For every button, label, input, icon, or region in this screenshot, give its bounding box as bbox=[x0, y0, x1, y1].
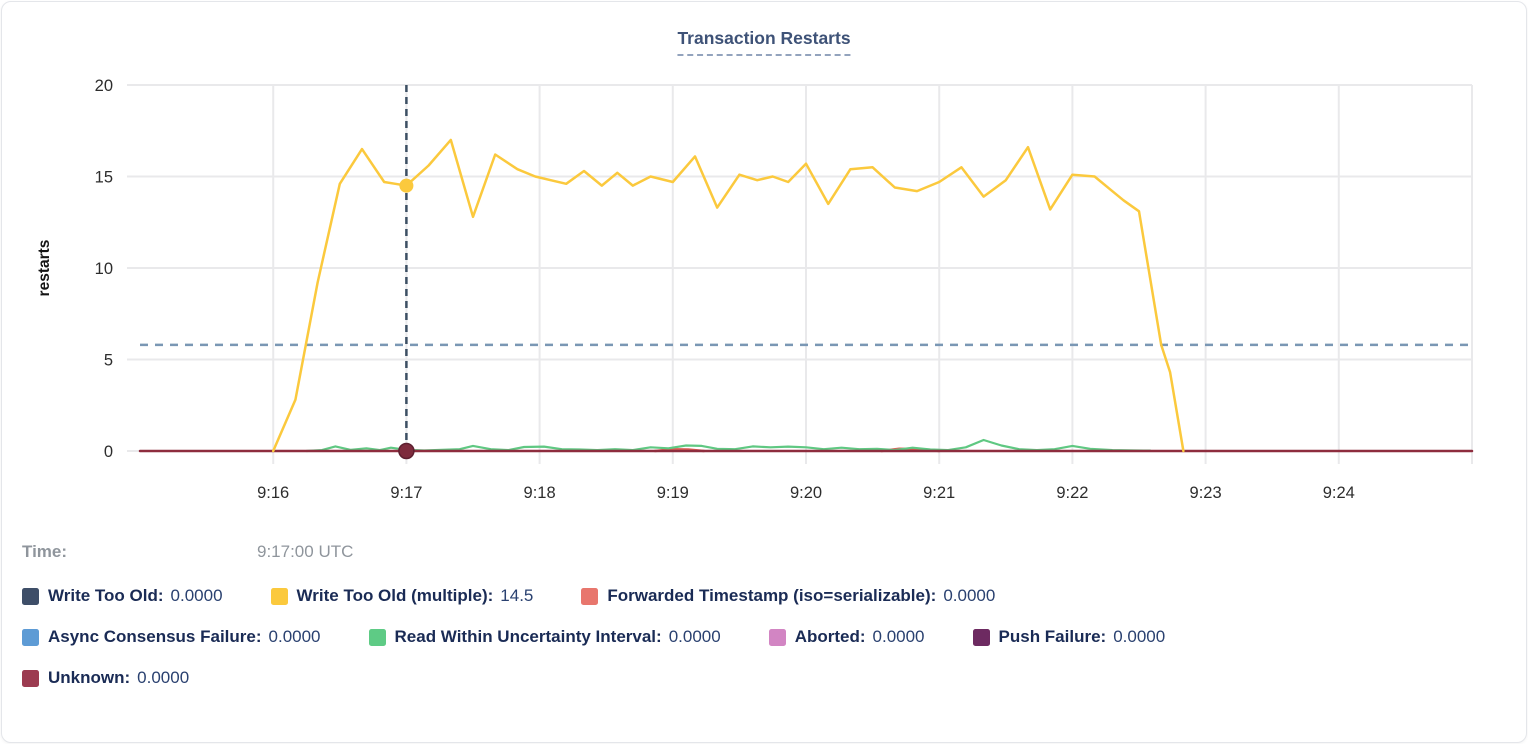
tooltip-time-row: Time: 9:17:00 UTC bbox=[22, 542, 353, 562]
legend-label: Async Consensus Failure: bbox=[48, 627, 262, 646]
y-tick-label: 0 bbox=[104, 443, 113, 461]
legend-swatch bbox=[581, 587, 599, 605]
chart-title[interactable]: Transaction Restarts bbox=[677, 28, 851, 56]
x-tick-label: 9:21 bbox=[923, 484, 955, 502]
legend-label: Push Failure: bbox=[998, 627, 1107, 646]
legend-item-read-within-uncertainty-interval: Read Within Uncertainty Interval: 0.0000 bbox=[368, 627, 721, 647]
legend-swatch bbox=[972, 628, 990, 646]
y-tick-label: 10 bbox=[95, 260, 113, 278]
legend-swatch bbox=[22, 628, 39, 646]
crosshair-marker-write-too-old-multiple bbox=[399, 178, 414, 193]
legend-label: Forwarded Timestamp (iso=serializable): bbox=[607, 586, 937, 605]
x-tick-label: 9:23 bbox=[1190, 484, 1222, 502]
tooltip-time-label: Time: bbox=[22, 542, 68, 561]
legend-value: 0.0000 bbox=[1113, 627, 1166, 646]
legend-value: 0.0000 bbox=[668, 627, 721, 646]
x-tick-label: 9:20 bbox=[790, 484, 822, 502]
y-tick-label: 15 bbox=[95, 169, 113, 187]
legend-value: 0.0000 bbox=[872, 627, 925, 646]
x-tick-label: 9:16 bbox=[257, 484, 289, 502]
legend-row: Async Consensus Failure: 0.0000 Read Withi… bbox=[22, 627, 1510, 647]
legend-label: Write Too Old: bbox=[48, 586, 164, 605]
legend-item-async-consensus-failure: Async Consensus Failure: 0.0000 bbox=[22, 627, 321, 647]
legend-item-write-too-old-multiple: Write Too Old (multiple): 14.5 bbox=[270, 586, 534, 606]
y-tick-label: 20 bbox=[95, 77, 113, 95]
legend-item-unknown: Unknown: 0.0000 bbox=[22, 668, 189, 688]
legend-row: Unknown: 0.0000 bbox=[22, 668, 1510, 688]
series-line-write-too-old-multiple bbox=[271, 138, 1185, 453]
x-tick-label: 9:18 bbox=[524, 484, 556, 502]
tooltip-time-value: 9:17:00 UTC bbox=[257, 542, 354, 561]
legend-label: Aborted: bbox=[794, 627, 866, 646]
x-tick-label: 9:22 bbox=[1056, 484, 1088, 502]
legend-swatch bbox=[22, 669, 39, 687]
y-axis-title: restarts bbox=[36, 240, 53, 297]
legend-swatch bbox=[270, 587, 288, 605]
legend-value: 0.0000 bbox=[137, 668, 190, 687]
legend-swatch bbox=[22, 587, 39, 605]
legend-item-push-failure: Push Failure: 0.0000 bbox=[972, 627, 1166, 647]
legend-value: 0.0000 bbox=[943, 586, 996, 605]
legend-label: Unknown: bbox=[48, 668, 131, 687]
chart-legend: Write Too Old: 0.0000 Write Too Old (multi… bbox=[22, 586, 1510, 709]
legend-label: Write Too Old (multiple): bbox=[296, 586, 494, 605]
series-line-read-within-uncertainty-interval bbox=[305, 438, 1152, 453]
x-tick-label: 9:19 bbox=[657, 484, 689, 502]
chart-plot-area[interactable]: 0 5 10 15 20 9:16 9:17 9:18 9:19 9:20 9:21 9:22 9:23… bbox=[2, 2, 1528, 527]
legend-value: 14.5 bbox=[500, 586, 534, 605]
legend-item-forwarded-timestamp-iso-serializable: Forwarded Timestamp (iso=serializable): 0… bbox=[581, 586, 995, 606]
legend-row: Write Too Old: 0.0000 Write Too Old (multi… bbox=[22, 586, 1510, 606]
x-tick-label: 9:24 bbox=[1323, 484, 1355, 502]
legend-swatch bbox=[368, 628, 386, 646]
legend-swatch bbox=[768, 628, 786, 646]
legend-item-write-too-old: Write Too Old: 0.0000 bbox=[22, 586, 223, 606]
legend-value: 0.0000 bbox=[268, 627, 321, 646]
y-tick-label: 5 bbox=[104, 352, 113, 370]
crosshair-marker-unknown bbox=[398, 442, 415, 460]
legend-value: 0.0000 bbox=[170, 586, 223, 605]
legend-item-aborted: Aborted: 0.0000 bbox=[768, 627, 925, 647]
x-tick-label: 9:17 bbox=[390, 484, 422, 502]
legend-label: Read Within Uncertainty Interval: bbox=[394, 627, 662, 646]
